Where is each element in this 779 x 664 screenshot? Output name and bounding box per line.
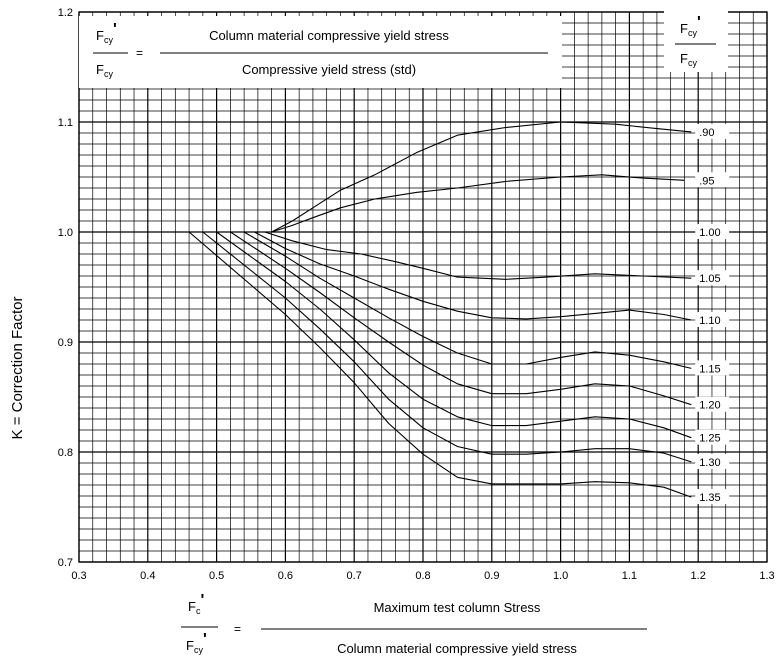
- series-line-1.15: [182, 231, 692, 369]
- legend-header: Fcy' Fcy: [664, 10, 728, 72]
- curve-label-bg: [695, 360, 730, 376]
- x-tick-label: 0.9: [484, 570, 499, 582]
- curve-label: 1.10: [699, 315, 720, 327]
- top-formula-rhs-den: Compressive yield stress (std): [242, 62, 416, 77]
- grid: [78, 11, 768, 563]
- curve-label-bg: [695, 453, 730, 469]
- curve-label-bg: [695, 312, 730, 327]
- top-formula-lhs-den: Fcy: [96, 62, 113, 79]
- bottom-formula-lhs-den: Fcy': [186, 631, 207, 655]
- y-tick-label: 0.9: [58, 337, 73, 349]
- curve-label: 1.30: [699, 457, 720, 469]
- x-tick-label: 1.2: [691, 570, 706, 582]
- legend-header-den: Fcy: [680, 51, 697, 68]
- curve-label-bg: [695, 429, 730, 445]
- curve-label: 1.20: [699, 400, 720, 412]
- curve-label: 1.25: [699, 433, 720, 445]
- curve-label: 1.00: [699, 227, 720, 239]
- series-line-1.05: [182, 231, 692, 280]
- y-tick-label: 1.0: [58, 227, 73, 239]
- y-tick-label: 0.7: [58, 557, 73, 569]
- curve-label: 1.35: [699, 492, 720, 504]
- y-tick-label: 1.2: [58, 7, 73, 19]
- x-tick-label: 0.6: [278, 570, 293, 582]
- series-line-1.25: [182, 231, 692, 439]
- curve-label-bg: [695, 224, 730, 239]
- series-line-1.30: [182, 231, 692, 463]
- curve-label-bg: [695, 396, 730, 412]
- curve-label-bg: [695, 270, 730, 286]
- curve-label: .90: [699, 127, 714, 139]
- bottom-formula-rhs-num: Maximum test column Stress: [374, 600, 541, 615]
- y-tick-label: 0.8: [58, 447, 73, 459]
- bottom-formula: Fc' Fcy' = Maximum test column Stress Co…: [181, 592, 647, 656]
- curve-label-bg: [695, 172, 730, 188]
- series-line-1.20: [182, 231, 692, 406]
- top-formula-equals: =: [136, 46, 143, 60]
- top-formula-lhs-num: Fcy': [96, 21, 117, 45]
- legend-header-num: Fcy': [680, 14, 701, 38]
- bottom-formula-equals: =: [234, 622, 241, 636]
- bottom-formula-lhs-num: Fc': [188, 592, 204, 616]
- tick-labels: 0.3 0.4 0.5 0.6 0.7 0.8 0.9 1.0 1.1 1.2 1.3 0.7 0.8 0…: [58, 7, 775, 582]
- x-tick-label: 1.3: [759, 570, 774, 582]
- y-axis-label: K = Correction Factor: [9, 297, 26, 440]
- top-formula: Fcy' Fcy = Column material compressive y…: [79, 16, 562, 88]
- bottom-formula-rhs-den: Column material compressive yield stress: [337, 641, 577, 656]
- series-line-.95: [182, 174, 685, 233]
- series-line-.90: [182, 121, 692, 233]
- curve-label-bg: [695, 123, 730, 139]
- top-formula-rhs-num: Column material compressive yield stress: [209, 28, 449, 43]
- plot-frame: [78, 11, 768, 563]
- x-tick-label: 0.4: [140, 570, 155, 582]
- curves: [79, 121, 699, 498]
- x-tick-label: 1.0: [553, 570, 568, 582]
- series-line-1.10: [182, 231, 692, 321]
- x-tick-label: 0.7: [347, 570, 362, 582]
- curve-label: 1.15: [699, 363, 720, 375]
- top-formula-box: [79, 16, 562, 88]
- series-line-1.35: [182, 231, 692, 498]
- legend-header-box: [664, 10, 728, 72]
- curve-label-bg: [695, 489, 730, 505]
- x-tick-label: 0.5: [209, 570, 224, 582]
- x-tick-label: 0.8: [415, 570, 430, 582]
- curve-label: 1.05: [699, 273, 720, 285]
- x-tick-label: 0.3: [71, 570, 86, 582]
- x-tick-label: 1.1: [622, 570, 637, 582]
- curve-label: .95: [699, 175, 714, 187]
- y-tick-label: 1.1: [58, 117, 73, 129]
- curve-labels: .90 .95 1.00 1.05 1.10 1.15 1.20 1.25 1.30 1.35: [695, 123, 730, 505]
